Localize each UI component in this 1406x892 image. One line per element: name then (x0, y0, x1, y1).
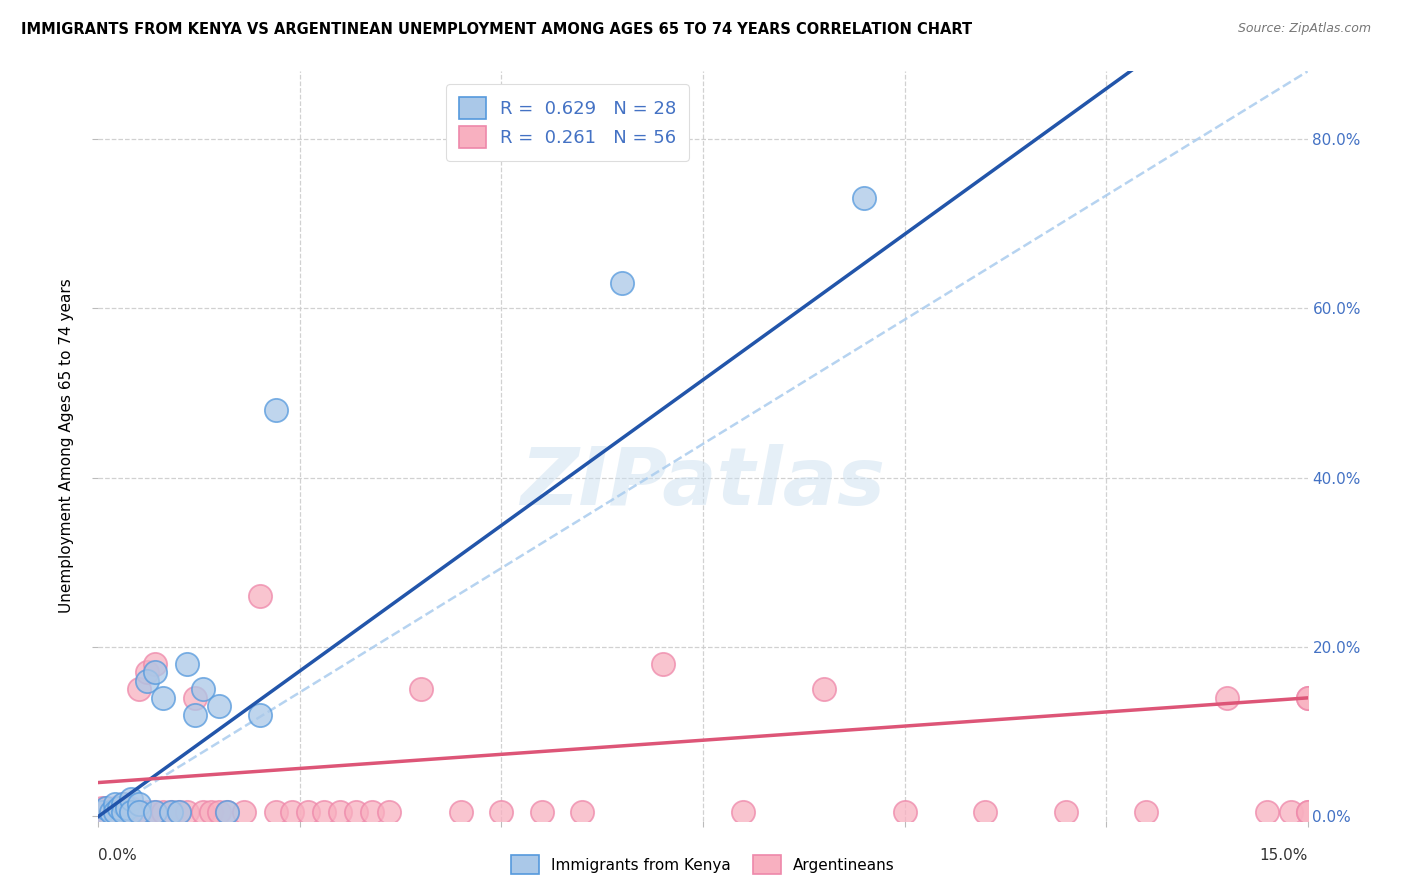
Point (120, 801, 142, 815)
Point (143, 657, 166, 671)
Point (120, 805, 142, 820)
Point (491, 805, 513, 820)
Point (297, 805, 319, 820)
Point (208, 805, 231, 820)
Point (103, 805, 125, 820)
Point (344, 805, 367, 820)
Point (217, 805, 239, 820)
Point (193, 682, 215, 697)
Point (249, 707, 271, 722)
Point (152, 690, 174, 705)
Point (208, 699, 231, 714)
Point (377, 805, 399, 820)
Point (135, 805, 157, 820)
Point (143, 805, 166, 820)
Point (115, 801, 138, 815)
Point (232, 805, 254, 820)
Point (184, 707, 207, 722)
Point (152, 805, 174, 820)
Point (1296, 690, 1319, 705)
Point (103, 801, 125, 815)
Point (160, 805, 183, 820)
Point (103, 805, 125, 820)
Point (143, 665, 166, 680)
Point (813, 682, 835, 697)
Point (96, 801, 118, 815)
Legend: R =  0.629   N = 28, R =  0.261   N = 56: R = 0.629 N = 28, R = 0.261 N = 56 (446, 84, 689, 161)
Point (128, 805, 150, 820)
Point (853, 191, 876, 205)
Text: Source: ZipAtlas.com: Source: ZipAtlas.com (1237, 22, 1371, 36)
Text: ZIPatlas: ZIPatlas (520, 444, 886, 523)
Point (450, 805, 472, 820)
Point (1135, 805, 1157, 820)
Point (1281, 805, 1303, 820)
Point (91, 805, 114, 820)
Point (91, 801, 114, 815)
Point (314, 805, 336, 820)
Point (1296, 805, 1319, 820)
Point (281, 805, 304, 820)
Point (329, 805, 352, 820)
Point (200, 805, 222, 820)
Point (111, 805, 134, 820)
Point (120, 792, 142, 806)
Point (193, 805, 215, 820)
Point (120, 805, 142, 820)
Point (115, 805, 138, 820)
Point (974, 805, 997, 820)
Point (167, 805, 190, 820)
Point (111, 805, 134, 820)
Point (176, 805, 198, 820)
Point (217, 805, 239, 820)
Point (143, 805, 166, 820)
Point (135, 673, 157, 688)
Point (96, 801, 118, 815)
Point (1256, 805, 1278, 820)
Point (184, 690, 207, 705)
Point (111, 797, 134, 811)
Point (128, 682, 150, 697)
Point (103, 797, 125, 811)
Point (1296, 805, 1319, 820)
Text: 15.0%: 15.0% (1260, 847, 1308, 863)
Point (361, 805, 384, 820)
Point (135, 665, 157, 680)
Point (571, 805, 593, 820)
Point (612, 276, 634, 290)
Point (176, 657, 198, 671)
Point (530, 805, 553, 820)
Point (264, 403, 287, 417)
Point (107, 801, 129, 815)
Point (128, 805, 150, 820)
Point (100, 805, 122, 820)
Point (111, 797, 134, 811)
Point (249, 589, 271, 603)
Point (651, 657, 673, 671)
Point (160, 805, 183, 820)
Point (1216, 690, 1239, 705)
Y-axis label: Unemployment Among Ages 65 to 74 years: Unemployment Among Ages 65 to 74 years (59, 278, 75, 614)
Point (1296, 690, 1319, 705)
Point (733, 805, 755, 820)
Point (1054, 805, 1077, 820)
Point (107, 801, 129, 815)
Point (96, 805, 118, 820)
Text: IMMIGRANTS FROM KENYA VS ARGENTINEAN UNEMPLOYMENT AMONG AGES 65 TO 74 YEARS CORR: IMMIGRANTS FROM KENYA VS ARGENTINEAN UNE… (21, 22, 972, 37)
Point (409, 682, 432, 697)
Legend: Immigrants from Kenya, Argentineans: Immigrants from Kenya, Argentineans (505, 849, 901, 880)
Text: 0.0%: 0.0% (98, 847, 138, 863)
Point (264, 805, 287, 820)
Point (167, 805, 190, 820)
Point (100, 805, 122, 820)
Point (128, 797, 150, 811)
Point (893, 805, 915, 820)
